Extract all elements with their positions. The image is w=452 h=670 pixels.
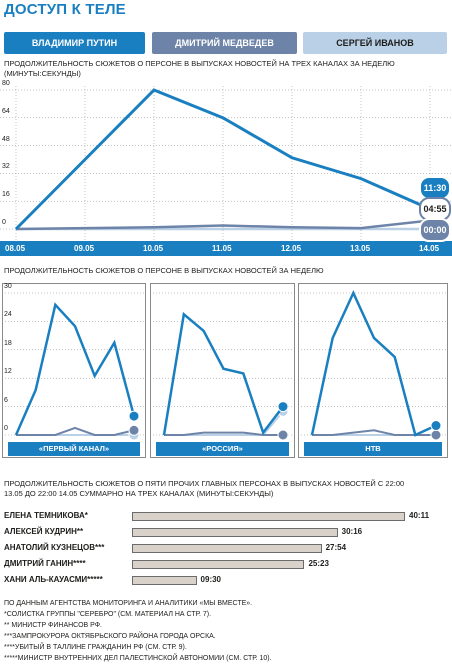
person-name: ХАНИ АЛЬ-КАУАСМИ***** xyxy=(4,575,103,584)
date-axis-label: 11.05 xyxy=(212,244,232,253)
main-y-tick: 48 xyxy=(2,135,10,143)
person-bar xyxy=(132,576,197,585)
panel-y-tick: 6 xyxy=(4,396,8,404)
chart2-caption: ПРОДОЛЖИТЕЛЬНОСТЬ СЮЖЕТОВ О ПЕРСОНЕ В ВЫ… xyxy=(4,266,324,275)
footnote: ПО ДАННЫМ АГЕНТСТВА МОНИТОРИНГА И АНАЛИТ… xyxy=(4,600,253,607)
putin-total-badge: 11:30 xyxy=(419,176,451,200)
channel-panel xyxy=(298,283,448,458)
footnote: ****УБИТЫЙ В ТАЛЛИНЕ ГРАЖДАНИН РФ (СМ. С… xyxy=(4,644,187,651)
main-y-tick: 32 xyxy=(2,163,10,171)
date-axis-label: 12.05 xyxy=(281,244,302,253)
person-name: АНАТОЛИЙ КУЗНЕЦОВ*** xyxy=(4,543,105,552)
tab-putin[interactable]: ВЛАДИМИР ПУТИН xyxy=(4,32,145,54)
chart3-caption: ПРОДОЛЖИТЕЛЬНОСТЬ СЮЖЕТОВ О ПЯТИ ПРОЧИХ … xyxy=(4,479,405,498)
main-grid xyxy=(0,86,452,241)
person-value: 27:54 xyxy=(325,543,347,552)
panel-y-tick: 12 xyxy=(4,368,12,376)
main-series-line xyxy=(14,88,431,231)
date-axis-label: 10.05 xyxy=(143,244,164,253)
channel-panel xyxy=(2,283,146,458)
panel-series-line xyxy=(14,302,136,436)
panel-end-dot xyxy=(128,424,140,436)
panel-y-tick: 24 xyxy=(4,311,12,319)
ivanov-total-badge: 00:00 xyxy=(419,218,451,242)
person-bar xyxy=(132,544,322,553)
person-value: 40:11 xyxy=(409,511,430,520)
panel-y-tick: 18 xyxy=(4,339,12,347)
person-name: ЕЛЕНА ТЕМНИКОВА* xyxy=(4,511,88,520)
panel-y-tick: 0 xyxy=(4,425,8,432)
person-name: ДМИТРИЙ ГАНИН**** xyxy=(4,559,86,568)
channel-panel-chart xyxy=(2,292,146,441)
channel-label: «ПЕРВЫЙ КАНАЛ» xyxy=(8,442,140,456)
footnote: *СОЛИСТКА ГРУППЫ "СЕРЕБРО" (СМ. МАТЕРИАЛ… xyxy=(4,611,212,618)
main-y-tick: 16 xyxy=(2,191,10,199)
tab-ivanov[interactable]: СЕРГЕЙ ИВАНОВ xyxy=(303,32,447,54)
date-axis-label: 13.05 xyxy=(350,244,371,253)
panel-series-line xyxy=(310,290,437,437)
person-value: 30:16 xyxy=(341,527,363,536)
person-bar xyxy=(132,528,338,537)
person-name: АЛЕКСЕЙ КУДРИН** xyxy=(4,527,84,536)
person-bar xyxy=(132,560,305,569)
person-value: 25:23 xyxy=(308,559,329,568)
main-y-tick: 80 xyxy=(2,80,10,87)
date-axis-label: 09.05 xyxy=(74,244,95,253)
panel-end-dot xyxy=(128,410,140,422)
main-line-chart xyxy=(0,86,452,241)
panel-series-line xyxy=(162,311,284,436)
panel-end-dot xyxy=(277,401,289,413)
channel-label: «РОССИЯ» xyxy=(156,442,289,456)
channel-panel-chart xyxy=(298,290,448,441)
channel-panel-chart xyxy=(150,292,295,441)
page-title: ДОСТУП К ТЕЛЕ xyxy=(4,1,126,18)
date-axis-label: 14.05 xyxy=(419,244,440,253)
chart1-caption: ПРОДОЛЖИТЕЛЬНОСТЬ СЮЖЕТОВ О ПЕРСОНЕ В ВЫ… xyxy=(4,59,395,78)
medvedev-total-badge: 04:55 xyxy=(419,197,451,221)
panel-series-line xyxy=(164,431,283,436)
channel-label: НТВ xyxy=(304,442,442,456)
main-y-tick: 0 xyxy=(2,219,6,226)
person-bar xyxy=(132,512,405,521)
date-axis-bar xyxy=(0,241,452,256)
footnote: ** МИНИСТР ФИНАНСОВ РФ. xyxy=(4,622,103,629)
main-y-tick: 64 xyxy=(2,107,10,115)
tab-medvedev[interactable]: ДМИТРИЙ МЕДВЕДЕВ xyxy=(152,32,297,54)
panel-series-line xyxy=(16,426,135,436)
date-axis-label: 08.05 xyxy=(5,244,26,253)
panel-y-tick: 30 xyxy=(4,283,12,290)
channel-panel xyxy=(150,283,295,458)
panel-end-dot xyxy=(277,429,289,441)
panel-end-dot xyxy=(430,429,442,441)
panel-end-dot xyxy=(430,420,442,432)
footnote: ***ЗАМПРОКУРОРА ОКТЯБРЬСКОГО РАЙОНА ГОРО… xyxy=(4,633,216,640)
main-series-line xyxy=(15,219,431,231)
footnote: *****МИНИСТР ВНУТРЕННИХ ДЕЛ ПАЛЕСТИНСКОЙ… xyxy=(4,655,272,662)
main-series xyxy=(14,88,431,231)
person-value: 09:30 xyxy=(200,575,222,584)
